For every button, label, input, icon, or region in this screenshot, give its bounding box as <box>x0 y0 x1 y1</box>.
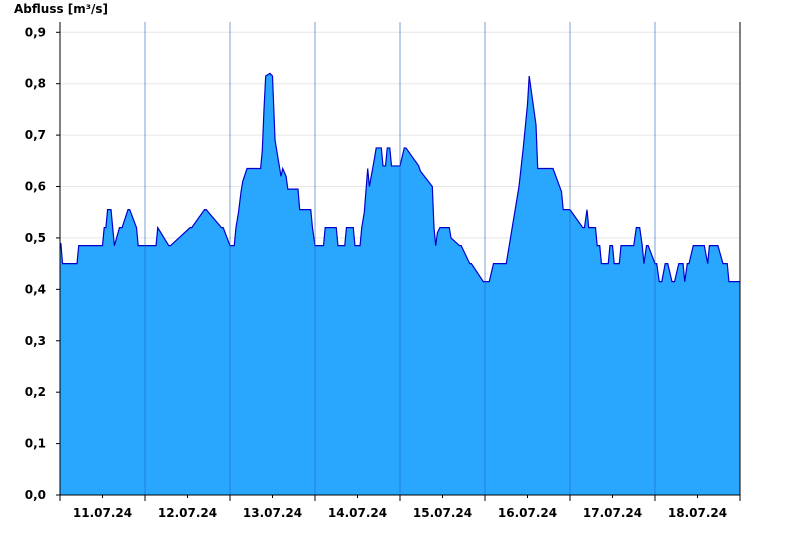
y-tick-label: 0,3 <box>25 334 46 348</box>
y-tick-label: 0,6 <box>25 180 46 194</box>
series-line <box>59 72 740 283</box>
x-tick-label: 12.07.24 <box>158 506 217 520</box>
y-tick-label: 0,4 <box>25 282 46 296</box>
y-axis-ticks: 0,0 0,1 0,2 0,3 0,4 0,5 0,6 0,7 0,8 0,9 <box>25 25 60 502</box>
x-tick-label: 11.07.24 <box>73 506 132 520</box>
y-axis-label: Abfluss [m³/s] <box>14 2 108 16</box>
axes <box>56 22 741 499</box>
y-tick-label: 0,7 <box>25 128 46 142</box>
x-axis-ticks: 11.07.24 12.07.24 13.07.24 14.07.24 15.07.24… <box>59 495 741 520</box>
x-tick-label: 13.07.24 <box>243 506 302 520</box>
x-tick-label: 16.07.24 <box>498 506 557 520</box>
y-tick-label: 0,1 <box>25 437 46 451</box>
x-tick-label: 18.07.24 <box>668 506 727 520</box>
y-tick-label: 0,0 <box>25 488 46 502</box>
y-tick-label: 0,5 <box>25 231 46 245</box>
x-tick-label: 17.07.24 <box>583 506 642 520</box>
x-tick-label: 14.07.24 <box>328 506 387 520</box>
x-tick-label: 15.07.24 <box>413 506 472 520</box>
y-tick-label: 0,9 <box>25 25 46 39</box>
y-tick-label: 0,8 <box>25 77 46 91</box>
y-tick-label: 0,2 <box>25 385 46 399</box>
day-divider-lines <box>144 22 656 495</box>
